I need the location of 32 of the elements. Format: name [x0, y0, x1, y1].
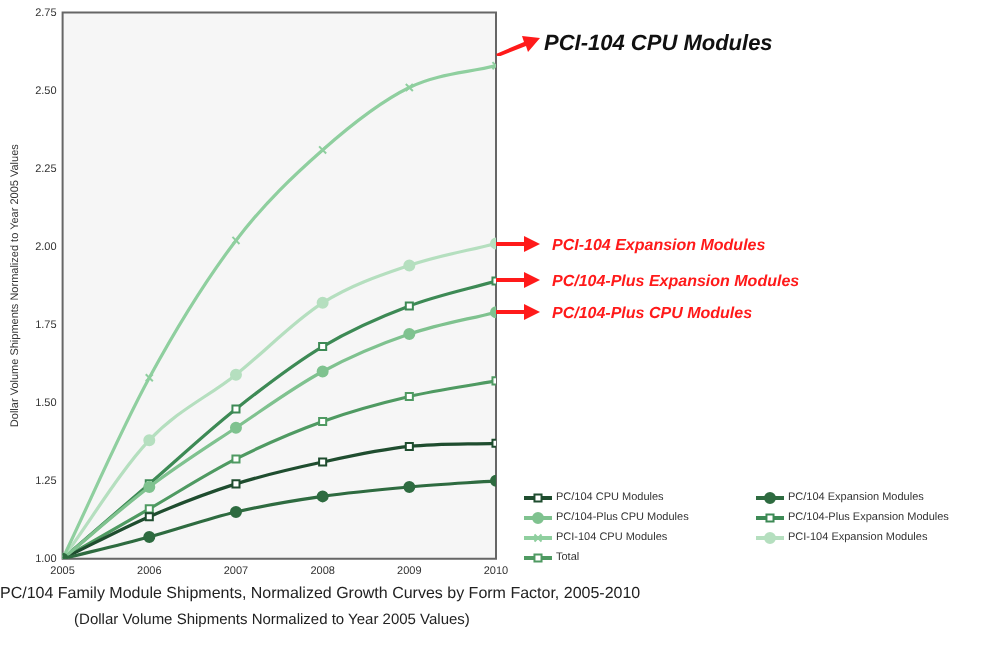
- point: [404, 301, 414, 311]
- point: [229, 421, 242, 434]
- point: [143, 481, 156, 494]
- text: PCI-104 Expansion Modules: [552, 235, 766, 253]
- point: [229, 505, 242, 518]
- point: [231, 454, 241, 464]
- point: [144, 373, 154, 383]
- point: [403, 259, 416, 272]
- point: [144, 512, 154, 522]
- point: [404, 391, 414, 402]
- text: PC/104-Plus Expansion Modules: [552, 271, 800, 289]
- text: PCI-104 CPU Modules: [544, 32, 773, 56]
- point: [316, 490, 329, 503]
- point: [231, 404, 241, 414]
- point: [231, 479, 241, 489]
- point: [403, 328, 416, 341]
- point: [316, 365, 329, 378]
- point: [318, 416, 328, 427]
- point: [318, 342, 328, 352]
- point: [229, 368, 242, 381]
- point: [143, 530, 156, 543]
- point: [404, 441, 414, 451]
- point: [318, 457, 328, 467]
- text: PC/104 Family Module Shipments, Normalized Growth Curves by Form Factor, 2005-2010: [0, 584, 641, 602]
- point: [231, 235, 241, 245]
- point: [316, 296, 329, 309]
- point: [318, 145, 328, 155]
- point: [143, 434, 156, 447]
- text: PC/104-Plus CPU Modules: [552, 303, 753, 321]
- point: [403, 481, 416, 494]
- point: [404, 82, 414, 93]
- point: [144, 504, 154, 514]
